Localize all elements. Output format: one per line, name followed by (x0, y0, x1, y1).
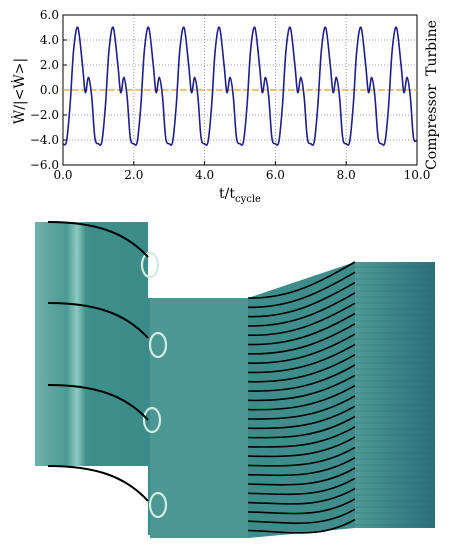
y-tick-label: 2.0 (40, 58, 59, 72)
turbine-blade (247, 446, 356, 467)
compressor-blade (47, 465, 149, 502)
x-tick-label: 4.0 (195, 168, 214, 182)
turbine-blade (247, 477, 356, 496)
turbine-blade (247, 426, 356, 448)
turbine-blade (247, 302, 356, 337)
shock-vortex (148, 331, 168, 359)
turbine-blades (247, 261, 356, 534)
compressor-blade (47, 384, 149, 421)
turbine-blade (247, 395, 356, 420)
compressor-blade (47, 302, 149, 339)
turbine-blade (247, 292, 356, 327)
turbine-blade (247, 498, 356, 515)
power-series-line (62, 26, 418, 146)
turbine-blade (247, 333, 356, 364)
inlet-flow-region (35, 222, 162, 535)
turbine-label: Turbine (424, 20, 440, 76)
shock-vortex (142, 406, 162, 434)
y-tick-label: 6.0 (40, 8, 59, 22)
x-axis-label-main: t/t (219, 186, 235, 202)
series-lines (62, 26, 418, 146)
turbine-blade (247, 261, 356, 299)
stator-flow-region (150, 298, 248, 538)
turbine-blade (247, 343, 356, 374)
turbine-blade (247, 415, 356, 439)
outlet-wake-streaks (355, 262, 435, 528)
turbine-blade (247, 271, 356, 309)
turbine-blade (247, 457, 356, 477)
turbine-blade (247, 405, 356, 430)
compressor-blades (47, 221, 149, 502)
turbine-blade (247, 436, 356, 458)
turbine-blade (247, 487, 356, 505)
y-tick-label: −4.0 (30, 133, 59, 147)
axis-ticks: 0.0 2.0 4.0 6.0 8.0 10.0 6.0 4.0 2.0 0.0 −2.0 −4.0 −… (30, 8, 431, 182)
y-tick-label: 0.0 (40, 83, 59, 97)
turbine-blade (247, 467, 356, 486)
turbine-blade (247, 374, 356, 402)
x-axis-label: t/tcycle (219, 186, 261, 205)
turbine-blade (247, 312, 356, 346)
vortex-features (140, 251, 168, 519)
x-tick-label: 0.0 (53, 168, 72, 182)
y-tick-label: −2.0 (30, 108, 59, 122)
x-tick-label: 8.0 (337, 168, 356, 182)
shock-vortex (148, 491, 168, 519)
x-tick-label: 6.0 (266, 168, 285, 182)
y-tick-label: 4.0 (40, 33, 59, 47)
power-history-chart: 0.0 2.0 4.0 6.0 8.0 10.0 6.0 4.0 2.0 0.0 −2.0 −4.0 −… (10, 8, 440, 205)
turbine-blade (247, 354, 356, 383)
turbine-blade (247, 281, 356, 318)
turbine-blade (247, 384, 356, 411)
x-tick-label: 2.0 (124, 168, 143, 182)
x-axis-label-subscript: cycle (235, 194, 261, 205)
y-axis-label: Ẇ/|<Ẇ>| (10, 58, 28, 124)
y-tick-label: −6.0 (30, 158, 59, 172)
turbine-blade (247, 508, 356, 524)
compressor-label: Compressor (424, 84, 440, 170)
turbine-blade (247, 518, 356, 534)
x-tick-label: 10.0 (404, 168, 431, 182)
turbine-blade (247, 323, 356, 355)
turbine-blade (247, 364, 356, 392)
shock-vortex (140, 251, 160, 279)
compressor-blade (47, 221, 149, 258)
